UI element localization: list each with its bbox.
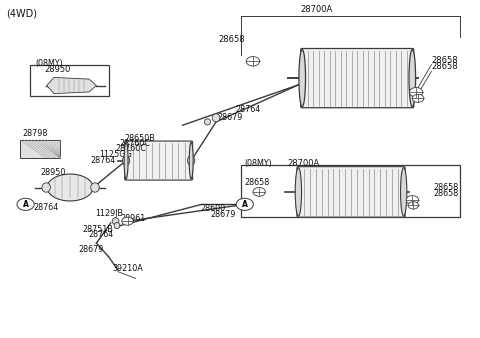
- Ellipse shape: [189, 142, 193, 179]
- Ellipse shape: [42, 183, 50, 192]
- Circle shape: [17, 198, 34, 210]
- Ellipse shape: [114, 222, 120, 228]
- Text: 28658: 28658: [218, 35, 245, 44]
- Circle shape: [122, 217, 133, 225]
- Ellipse shape: [122, 155, 130, 166]
- Text: 28700A: 28700A: [288, 159, 320, 168]
- Text: 28751B: 28751B: [82, 225, 113, 234]
- Text: 28950: 28950: [45, 65, 71, 74]
- Text: 28658: 28658: [245, 177, 270, 187]
- Ellipse shape: [124, 142, 128, 179]
- Text: 28658: 28658: [432, 56, 458, 65]
- Ellipse shape: [188, 155, 195, 166]
- Ellipse shape: [91, 183, 99, 192]
- Text: 28760C: 28760C: [120, 139, 150, 148]
- Text: 28798: 28798: [22, 129, 48, 138]
- Text: 39210A: 39210A: [113, 264, 144, 273]
- Text: 28679: 28679: [217, 113, 242, 122]
- Text: 28764: 28764: [91, 155, 116, 165]
- Circle shape: [409, 88, 423, 97]
- Bar: [30, 65, 109, 96]
- FancyBboxPatch shape: [301, 48, 414, 108]
- Text: A: A: [242, 200, 248, 209]
- Circle shape: [246, 56, 260, 66]
- Text: 28650B: 28650B: [124, 134, 155, 143]
- Text: A: A: [23, 200, 28, 209]
- Text: 28764: 28764: [235, 105, 261, 114]
- Text: (08MY): (08MY): [245, 159, 273, 168]
- Ellipse shape: [400, 168, 407, 216]
- Bar: [20, 140, 60, 158]
- Text: 28764: 28764: [33, 203, 59, 212]
- FancyBboxPatch shape: [297, 167, 405, 217]
- Ellipse shape: [212, 114, 220, 122]
- Text: 28658: 28658: [434, 189, 459, 198]
- Text: 28658: 28658: [432, 63, 458, 71]
- Circle shape: [406, 196, 419, 204]
- Ellipse shape: [295, 168, 301, 216]
- Text: (4WD): (4WD): [6, 8, 37, 18]
- Text: 28679: 28679: [210, 210, 236, 219]
- Circle shape: [412, 94, 424, 102]
- Text: 1129JB: 1129JB: [96, 209, 123, 218]
- Text: 28658: 28658: [434, 183, 459, 192]
- FancyBboxPatch shape: [125, 141, 192, 180]
- Text: 1125GG: 1125GG: [99, 150, 132, 159]
- Circle shape: [408, 202, 419, 209]
- Ellipse shape: [204, 119, 211, 125]
- Ellipse shape: [112, 218, 119, 224]
- Ellipse shape: [409, 49, 416, 107]
- Text: 28700A: 28700A: [300, 5, 333, 14]
- Circle shape: [236, 198, 253, 210]
- Circle shape: [253, 188, 265, 196]
- Ellipse shape: [47, 174, 93, 201]
- Polygon shape: [47, 77, 96, 94]
- Text: 28764: 28764: [88, 231, 114, 239]
- Text: 28600: 28600: [201, 204, 226, 213]
- Bar: [241, 165, 460, 217]
- Text: (08MY): (08MY): [35, 59, 63, 68]
- Text: 28961: 28961: [120, 214, 145, 223]
- Text: 28760C: 28760C: [116, 144, 146, 153]
- Ellipse shape: [299, 49, 306, 107]
- Text: 28950: 28950: [40, 168, 65, 177]
- Text: 28679: 28679: [78, 245, 104, 254]
